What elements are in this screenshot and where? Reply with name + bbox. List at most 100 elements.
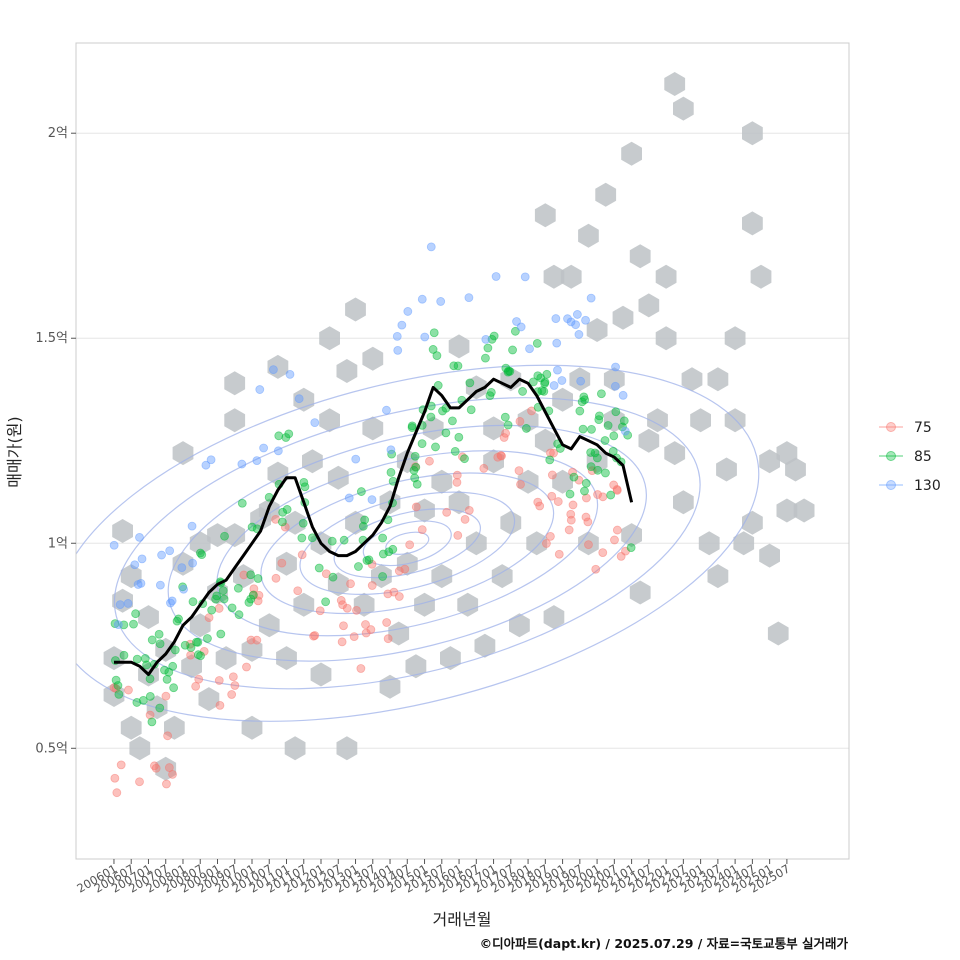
scatter-point-75 bbox=[214, 676, 224, 685]
scatter-point-130 bbox=[552, 338, 562, 348]
contour-line bbox=[299, 491, 516, 595]
scatter-point-85 bbox=[521, 424, 531, 433]
scatter-point-75 bbox=[581, 493, 591, 503]
scatter-point-130 bbox=[610, 381, 620, 391]
scatter-point-85 bbox=[578, 424, 588, 434]
scatter-point-85 bbox=[601, 468, 610, 478]
scatter-point-130 bbox=[201, 460, 211, 470]
scatter-point-85 bbox=[145, 691, 155, 701]
scatter-point-130 bbox=[420, 332, 430, 342]
hexbin bbox=[120, 715, 142, 740]
scatter-point-85 bbox=[138, 695, 148, 705]
hexbin bbox=[138, 605, 159, 630]
scatter-point-85 bbox=[378, 533, 388, 543]
hexbin bbox=[457, 592, 479, 617]
hexbin bbox=[595, 182, 617, 207]
scatter-point-85 bbox=[611, 407, 621, 417]
scatter-point-85 bbox=[407, 423, 417, 432]
scatter-point-85 bbox=[170, 645, 180, 655]
scatter-point-85 bbox=[536, 373, 546, 383]
scatter-point-75 bbox=[145, 710, 155, 720]
scatter-point-85 bbox=[327, 536, 337, 546]
scatter-point-130 bbox=[135, 532, 144, 542]
scatter-point-75 bbox=[527, 406, 536, 416]
scatter-point-85 bbox=[358, 521, 368, 531]
hexbin bbox=[336, 359, 358, 383]
scatter-point-85 bbox=[603, 421, 613, 430]
scatter-point-75 bbox=[464, 506, 474, 515]
y-tick-label: 2억 bbox=[48, 126, 68, 141]
scatter-point-130 bbox=[344, 493, 354, 503]
hexbin bbox=[664, 72, 686, 96]
contour-line bbox=[216, 450, 599, 637]
hexbin bbox=[224, 408, 246, 433]
scatter-point-130 bbox=[123, 599, 133, 608]
scatter-point-75 bbox=[214, 604, 224, 613]
legend-label-85: 85 bbox=[914, 449, 932, 465]
hexbin bbox=[233, 564, 254, 589]
scatter-point-85 bbox=[426, 412, 436, 422]
scatter-point-85 bbox=[162, 674, 172, 684]
scatter-point-130 bbox=[137, 554, 147, 564]
hexbin bbox=[327, 465, 349, 490]
scatter-point-85 bbox=[282, 505, 292, 514]
scatter-point-85 bbox=[154, 629, 164, 639]
scatter-point-75 bbox=[204, 613, 214, 623]
scatter-point-85 bbox=[360, 515, 370, 525]
scatter-point-130 bbox=[115, 600, 125, 610]
hexbin bbox=[465, 375, 487, 400]
scatter-point-130 bbox=[516, 322, 526, 332]
hexbin bbox=[129, 736, 151, 761]
scatter-point-85 bbox=[129, 619, 138, 629]
scatter-point-130 bbox=[618, 390, 628, 400]
scatter-point-75 bbox=[383, 589, 393, 599]
scatter-point-130 bbox=[155, 580, 165, 590]
scatter-point-85 bbox=[111, 675, 121, 685]
scatter-point-85 bbox=[428, 345, 438, 354]
hexbin bbox=[207, 523, 228, 548]
scatter-point-85 bbox=[539, 387, 549, 396]
y-axis: 0.5억 1억 1.5억 2억 bbox=[35, 126, 76, 756]
scatter-point-85 bbox=[218, 586, 228, 596]
scatter-point-75 bbox=[554, 549, 564, 559]
scatter-point-85 bbox=[504, 366, 513, 376]
scatter-point-130 bbox=[130, 560, 140, 570]
hexbin bbox=[733, 531, 755, 556]
scatter-point-130 bbox=[310, 418, 320, 428]
scatter-point-130 bbox=[393, 345, 403, 355]
hexbin bbox=[431, 469, 453, 494]
scatter-point-75 bbox=[411, 502, 421, 512]
hexbin bbox=[767, 621, 789, 646]
hexbin bbox=[491, 564, 513, 589]
scatter-point-75 bbox=[553, 497, 563, 506]
scatter-point-85 bbox=[429, 328, 439, 338]
scatter-point-130 bbox=[386, 445, 396, 455]
scatter-point-75 bbox=[568, 500, 578, 510]
scatter-point-75 bbox=[546, 531, 555, 541]
scatter-point-75 bbox=[583, 517, 593, 527]
scatter-point-130 bbox=[436, 297, 446, 306]
scatter-point-75 bbox=[356, 664, 366, 673]
hexbin bbox=[586, 318, 608, 342]
scatter-point-130 bbox=[581, 315, 590, 325]
scatter-point-85 bbox=[132, 698, 142, 707]
scatter-point-75 bbox=[346, 579, 355, 589]
scatter-point-85 bbox=[510, 326, 520, 336]
scatter-point-85 bbox=[131, 609, 140, 619]
scatter-point-85 bbox=[409, 465, 419, 475]
scatter-point-75 bbox=[293, 586, 303, 596]
scatter-point-85 bbox=[119, 650, 129, 660]
scatter-point-85 bbox=[587, 424, 596, 434]
scatter-point-85 bbox=[132, 654, 142, 664]
scatter-point-85 bbox=[234, 610, 244, 620]
scatter-point-130 bbox=[553, 365, 562, 375]
hexbin bbox=[465, 531, 487, 556]
scatter-point-85 bbox=[211, 594, 221, 604]
scatter-point-130 bbox=[563, 314, 572, 324]
scatter-point-130 bbox=[382, 405, 391, 415]
scatter-point-130 bbox=[520, 272, 530, 282]
scatter-point-130 bbox=[549, 381, 559, 390]
hexbin bbox=[543, 264, 565, 289]
scatter-point-85 bbox=[626, 543, 636, 553]
scatter-point-130 bbox=[611, 362, 620, 372]
